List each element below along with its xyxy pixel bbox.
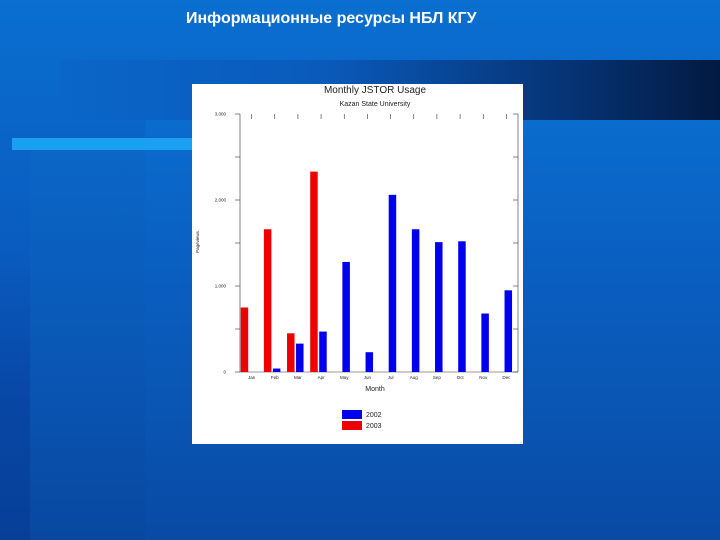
x-tick-label: Apr	[318, 375, 326, 380]
bar-2002-may	[342, 261, 350, 372]
bar-2002-oct	[458, 241, 466, 372]
x-axis-label: Month	[365, 386, 385, 393]
jstor-usage-chart: Monthly JSTOR Usage Kazan State Universi…	[195, 85, 519, 430]
y-tick-label: 0	[223, 370, 226, 375]
y-axis-label: Pageviews	[195, 230, 200, 253]
x-tick-label: Oct	[457, 375, 465, 380]
y-tick-label: 2,000	[215, 198, 227, 203]
bar-2003-apr	[310, 171, 318, 372]
bar-2003-mar	[287, 333, 295, 372]
background-panel-left	[30, 150, 145, 540]
legend-label-2002: 2002	[366, 412, 382, 419]
legend-label-2003: 2003	[366, 423, 382, 430]
x-tick-label: Feb	[271, 375, 279, 380]
axes: 0 1,000 2,000 3,000 Jan Feb Mar Apr May Jun Jul Aug…	[215, 112, 519, 380]
legend-swatch-2003	[342, 421, 362, 430]
bar-2002-sep	[435, 242, 443, 372]
legend: 2002 2003	[342, 410, 382, 430]
chart-title: Monthly JSTOR Usage	[324, 85, 427, 96]
x-tick-label: Jun	[364, 375, 372, 380]
bar-2003-jan	[240, 307, 249, 372]
y-tick-label: 1,000	[215, 284, 227, 289]
x-tick-label: Mar	[294, 375, 302, 380]
bar-2002-mar	[296, 343, 304, 372]
bar-2002-nov	[481, 313, 489, 372]
bar-2002-apr	[319, 331, 327, 372]
bars	[240, 171, 513, 372]
chart-subtitle: Kazan State University	[340, 101, 411, 108]
bar-2002-dec	[504, 290, 513, 372]
bar-2002-jun	[365, 352, 374, 372]
x-tick-label: May	[340, 375, 349, 380]
bar-2002-aug	[411, 229, 420, 372]
legend-swatch-2002	[342, 410, 362, 419]
y-tick-label: 3,000	[215, 112, 227, 117]
x-tick-label: Jul	[388, 375, 394, 380]
x-tick-label: Nov	[479, 375, 488, 380]
accent-stripe	[12, 138, 202, 150]
slide-title: Информационные ресурсы НБЛ КГУ	[186, 10, 477, 27]
bar-2003-feb	[263, 229, 272, 372]
x-tick-label: Sep	[433, 375, 442, 380]
chart-card: Monthly JSTOR Usage Kazan State Universi…	[192, 84, 523, 444]
x-tick-label: Aug	[410, 375, 419, 380]
x-tick-label: Dec	[502, 375, 511, 380]
bar-2002-feb	[272, 368, 281, 372]
x-tick-label: Jan	[248, 375, 256, 380]
bar-2002-jul	[388, 194, 397, 372]
